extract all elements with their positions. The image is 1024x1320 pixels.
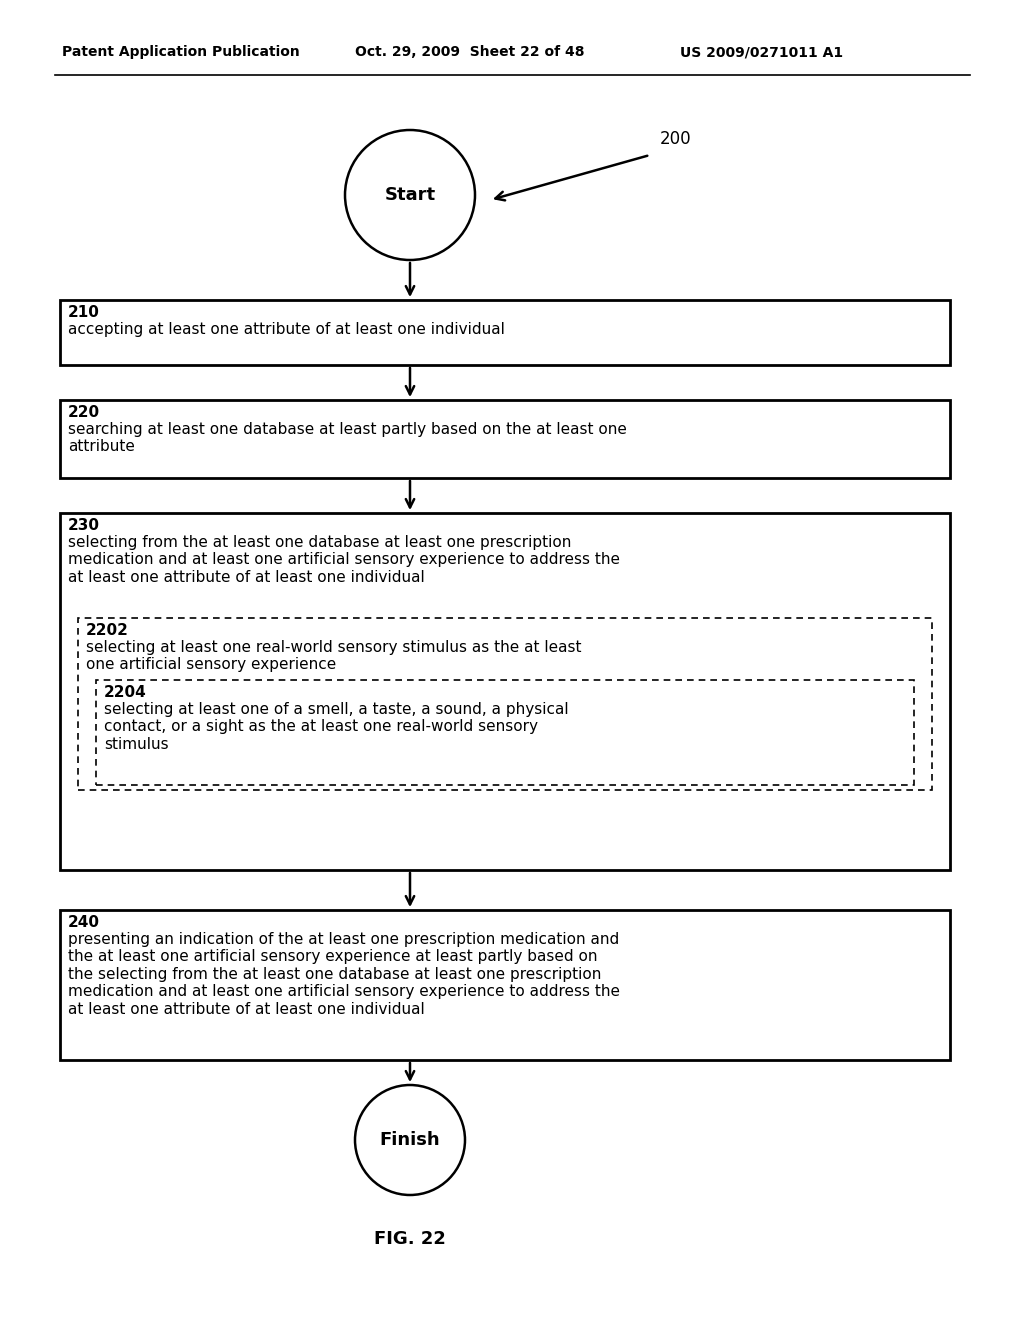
Text: accepting at least one attribute of at least one individual: accepting at least one attribute of at l… <box>68 322 505 337</box>
Text: 2204: 2204 <box>104 685 146 700</box>
Text: FIG. 22: FIG. 22 <box>374 1230 445 1247</box>
Bar <box>60 513 950 870</box>
Text: selecting at least one of a smell, a taste, a sound, a physical
contact, or a si: selecting at least one of a smell, a tas… <box>104 702 568 752</box>
Bar <box>60 300 950 366</box>
Text: 240: 240 <box>68 915 100 931</box>
Text: Finish: Finish <box>380 1131 440 1148</box>
Bar <box>60 400 950 478</box>
Bar <box>78 618 932 789</box>
Bar <box>96 680 914 785</box>
Text: 2202: 2202 <box>86 623 129 638</box>
Text: selecting from the at least one database at least one prescription
medication an: selecting from the at least one database… <box>68 535 620 585</box>
Text: US 2009/0271011 A1: US 2009/0271011 A1 <box>680 45 843 59</box>
Text: searching at least one database at least partly based on the at least one
attrib: searching at least one database at least… <box>68 422 627 454</box>
Text: 210: 210 <box>68 305 100 319</box>
Text: 220: 220 <box>68 405 100 420</box>
Bar <box>60 909 950 1060</box>
Text: presenting an indication of the at least one prescription medication and
the at : presenting an indication of the at least… <box>68 932 620 1016</box>
Text: 200: 200 <box>660 129 691 148</box>
Text: Start: Start <box>384 186 435 205</box>
Text: Patent Application Publication: Patent Application Publication <box>62 45 300 59</box>
Text: Oct. 29, 2009  Sheet 22 of 48: Oct. 29, 2009 Sheet 22 of 48 <box>355 45 585 59</box>
Text: selecting at least one real-world sensory stimulus as the at least
one artificia: selecting at least one real-world sensor… <box>86 640 582 672</box>
Circle shape <box>355 1085 465 1195</box>
Text: 230: 230 <box>68 517 100 533</box>
Circle shape <box>345 129 475 260</box>
